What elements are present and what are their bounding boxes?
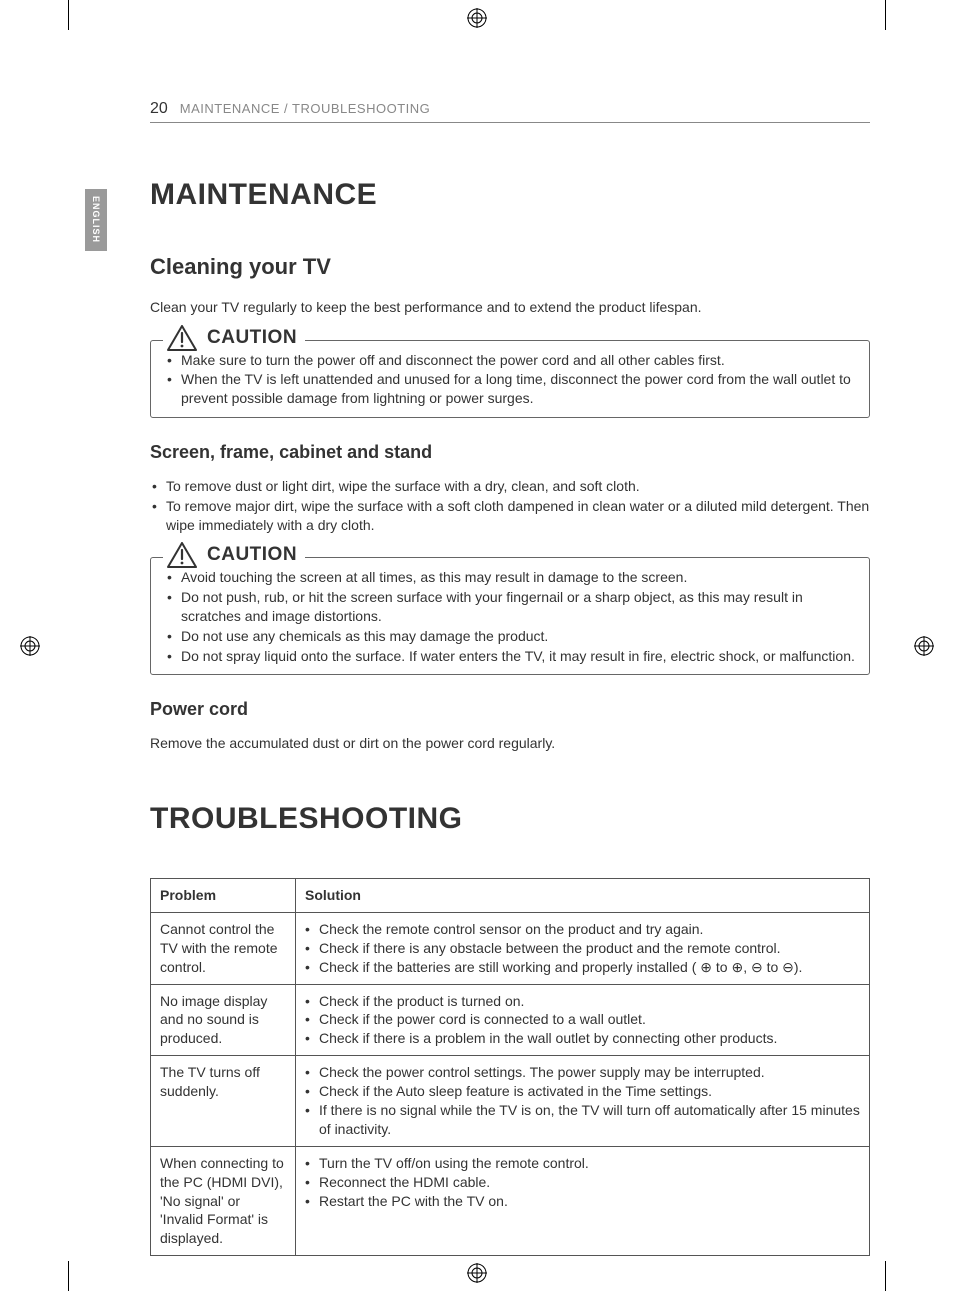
problem-cell: No image display and no sound is produce… [151,984,296,1056]
list-item: Turn the TV off/on using the remote cont… [305,1154,860,1173]
table-row: When connecting to the PC (HDMI DVI), 'N… [151,1146,870,1255]
caution-label: CAUTION [207,327,297,349]
cleaning-heading: Cleaning your TV [150,254,870,280]
list-item: Check if there is a problem in the wall … [305,1029,860,1048]
registration-mark-icon [467,8,487,28]
warning-icon [167,325,197,351]
screen-section-list: To remove dust or light dirt, wipe the s… [150,477,870,535]
caution-2-list: Avoid touching the screen at all times, … [165,568,855,665]
col-problem: Problem [151,878,296,912]
table-row: The TV turns off suddenly. Check the pow… [151,1056,870,1147]
registration-mark-icon [914,636,934,656]
list-item: Make sure to turn the power off and disc… [165,351,855,370]
crop-mark [68,1261,69,1291]
crop-mark [885,1261,886,1291]
caution-1-list: Make sure to turn the power off and disc… [165,351,855,409]
page-content: 20 MAINTENANCE / TROUBLESHOOTING MAINTEN… [150,100,870,1256]
solution-cell: Check the remote control sensor on the p… [296,912,870,984]
list-item: Restart the PC with the TV on. [305,1192,860,1211]
list-item: Do not use any chemicals as this may dam… [165,627,855,646]
caution-label: CAUTION [207,544,297,566]
list-item: Check if there is any obstacle between t… [305,939,860,958]
table-row: Cannot control the TV with the remote co… [151,912,870,984]
crop-mark [885,0,886,30]
troubleshooting-heading: TROUBLESHOOTING [150,802,870,836]
registration-mark-icon [20,636,40,656]
table-row: No image display and no sound is produce… [151,984,870,1056]
language-tab-label: ENGLISH [91,196,101,243]
maintenance-heading: MAINTENANCE [150,178,870,212]
list-item: Check the power control settings. The po… [305,1063,860,1082]
language-tab: ENGLISH [85,189,107,251]
page-number: 20 [150,100,168,118]
page-header: 20 MAINTENANCE / TROUBLESHOOTING [150,100,870,123]
list-item: Check if the batteries are still working… [305,958,860,977]
solution-cell: Check if the product is turned on. Check… [296,984,870,1056]
list-item: Check the remote control sensor on the p… [305,920,860,939]
crop-mark [68,0,69,30]
screen-section-heading: Screen, frame, cabinet and stand [150,442,870,463]
list-item: Check if the product is turned on. [305,992,860,1011]
caution-header: CAUTION [163,325,305,351]
power-cord-text: Remove the accumulated dust or dirt on t… [150,734,870,754]
list-item: Avoid touching the screen at all times, … [165,568,855,587]
list-item: Do not push, rub, or hit the screen surf… [165,588,855,626]
troubleshooting-table: Problem Solution Cannot control the TV w… [150,878,870,1256]
problem-cell: Cannot control the TV with the remote co… [151,912,296,984]
list-item: If there is no signal while the TV is on… [305,1101,860,1139]
solution-cell: Turn the TV off/on using the remote cont… [296,1146,870,1255]
caution-box-2: CAUTION Avoid touching the screen at all… [150,557,870,675]
list-item: When the TV is left unattended and unuse… [165,370,855,408]
caution-header: CAUTION [163,542,305,568]
list-item: Do not spray liquid onto the surface. If… [165,647,855,666]
list-item: Reconnect the HDMI cable. [305,1173,860,1192]
problem-cell: When connecting to the PC (HDMI DVI), 'N… [151,1146,296,1255]
registration-mark-icon [467,1263,487,1283]
power-cord-heading: Power cord [150,699,870,720]
list-item: Check if the Auto sleep feature is activ… [305,1082,860,1101]
warning-icon [167,542,197,568]
list-item: To remove dust or light dirt, wipe the s… [150,477,870,496]
header-title: MAINTENANCE / TROUBLESHOOTING [180,101,430,116]
col-solution: Solution [296,878,870,912]
solution-cell: Check the power control settings. The po… [296,1056,870,1147]
table-header-row: Problem Solution [151,878,870,912]
caution-box-1: CAUTION Make sure to turn the power off … [150,340,870,419]
cleaning-intro: Clean your TV regularly to keep the best… [150,298,870,318]
problem-cell: The TV turns off suddenly. [151,1056,296,1147]
list-item: To remove major dirt, wipe the surface w… [150,497,870,535]
list-item: Check if the power cord is connected to … [305,1010,860,1029]
